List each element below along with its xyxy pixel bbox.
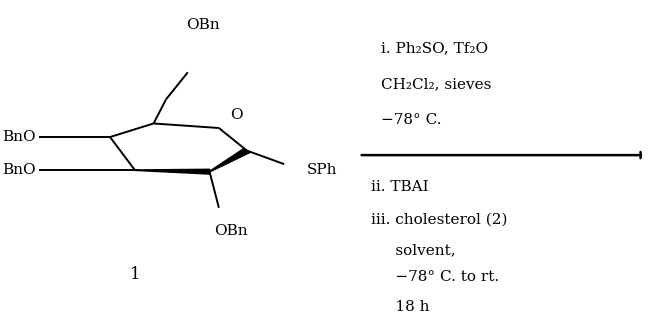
Text: 18 h: 18 h — [371, 300, 430, 313]
Text: OBn: OBn — [214, 224, 248, 239]
Text: CH₂Cl₂, sieves: CH₂Cl₂, sieves — [380, 77, 491, 91]
Text: −78° C.: −78° C. — [380, 114, 441, 127]
Text: O: O — [230, 108, 243, 122]
Text: SPh: SPh — [307, 163, 338, 177]
Text: −78° C. to rt.: −78° C. to rt. — [371, 270, 500, 284]
Text: iii. cholesterol (2): iii. cholesterol (2) — [371, 213, 508, 227]
Text: solvent,: solvent, — [371, 243, 456, 257]
Text: BnO: BnO — [2, 163, 36, 177]
Polygon shape — [209, 149, 251, 172]
Text: ii. TBAI: ii. TBAI — [371, 180, 429, 194]
Text: i. Ph₂SO, Tf₂O: i. Ph₂SO, Tf₂O — [380, 41, 488, 55]
Polygon shape — [135, 169, 210, 174]
Text: OBn: OBn — [187, 18, 220, 32]
Text: 1: 1 — [130, 266, 140, 283]
Text: BnO: BnO — [2, 130, 36, 144]
